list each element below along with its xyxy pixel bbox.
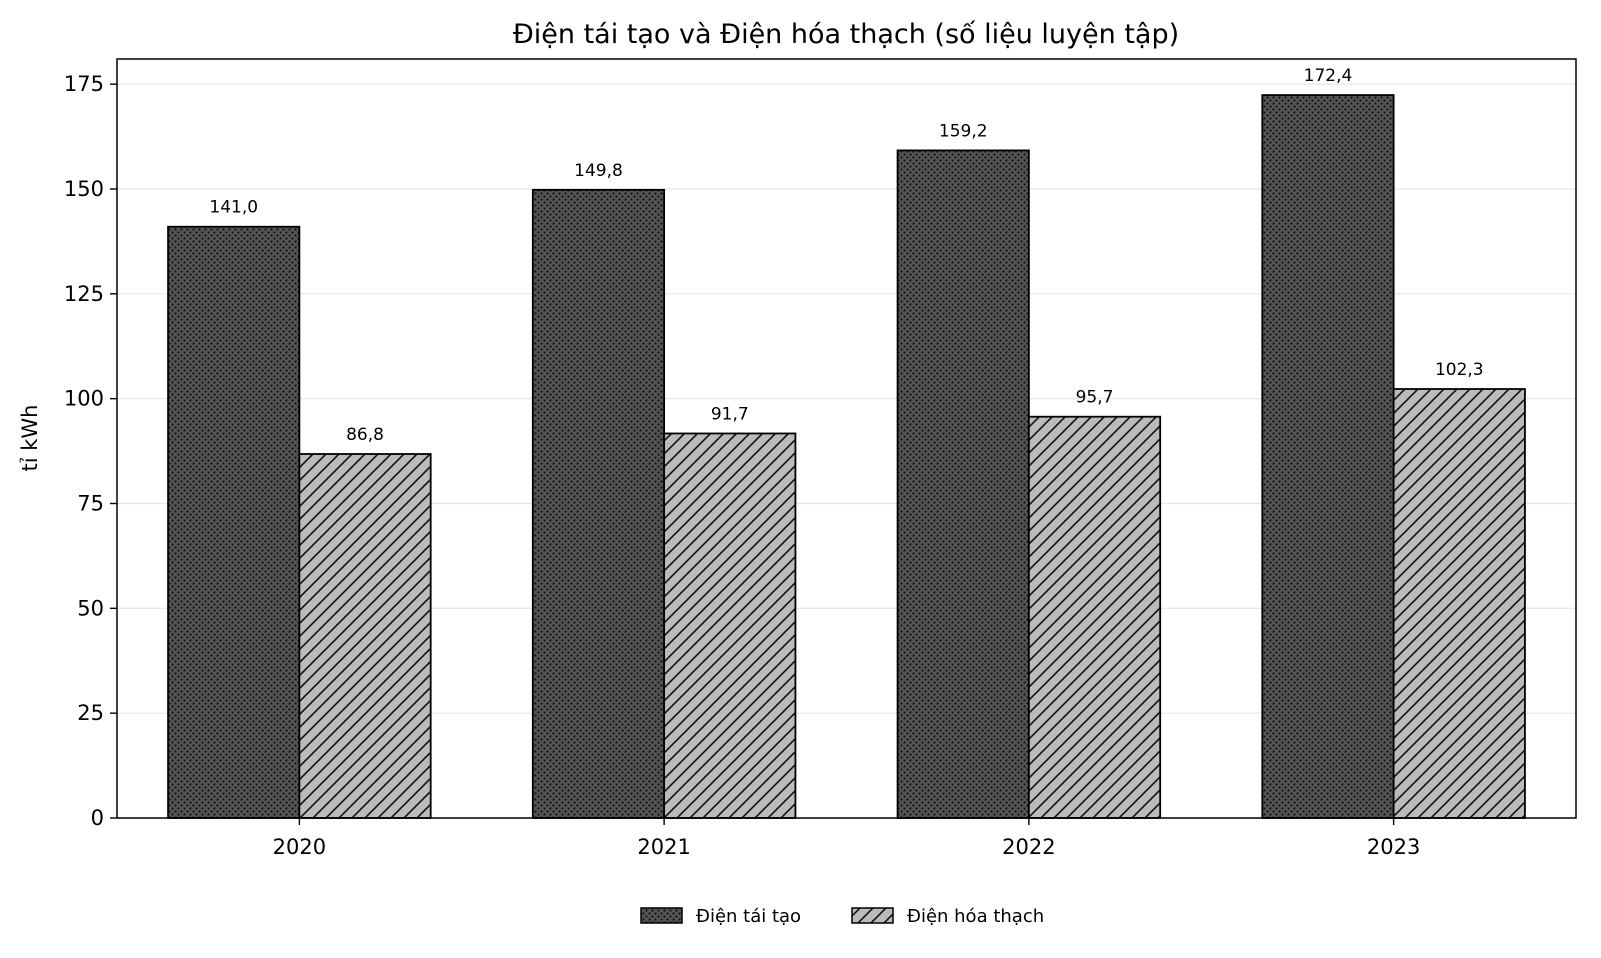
y-tick-label: 150 [64, 177, 104, 201]
bars [167, 94, 1526, 819]
chart-title: Điện tái tạo và Điện hóa thạch (số liệu … [513, 19, 1179, 50]
y-tick-label: 50 [77, 596, 104, 620]
data-label: 86,8 [346, 425, 384, 445]
legend-swatch [851, 907, 894, 924]
x-axis: 2020 2021 2022 2023 [273, 818, 1420, 859]
bar-renewable-2020 [167, 225, 301, 819]
x-tick-label: 2023 [1367, 835, 1420, 859]
bar-fossil-2022 [1027, 415, 1162, 819]
x-tick-label: 2022 [1002, 835, 1055, 859]
legend-label: Điện tái tạo [696, 906, 801, 927]
data-label: 95,7 [1076, 388, 1114, 408]
y-axis: 0 25 50 75 100 125 150 175 [64, 72, 117, 830]
y-tick-label: 0 [91, 806, 104, 830]
bar-renewable-2022 [896, 149, 1030, 819]
bar-renewable-2021 [531, 188, 666, 819]
bar-fossil-2023 [1392, 388, 1526, 819]
y-axis-label: tỉ kWh [18, 405, 42, 472]
data-label: 149,8 [574, 161, 623, 181]
y-tick-label: 175 [64, 72, 104, 96]
bar-renewable-2023 [1261, 94, 1395, 819]
legend: Điện tái tạo Điện hóa thạch [640, 906, 1044, 927]
data-label: 91,7 [711, 404, 749, 424]
y-tick-label: 75 [77, 491, 104, 515]
data-labels: 141,0 86,8 149,8 91,7 159,2 95,7 172,4 102,3 [209, 66, 1483, 445]
y-tick-label: 125 [64, 282, 104, 306]
x-tick-label: 2021 [637, 835, 690, 859]
legend-swatch [640, 907, 683, 924]
y-tick-label: 25 [77, 701, 104, 725]
data-label: 159,2 [939, 121, 988, 141]
plot-frame [116, 58, 1577, 819]
x-tick-label: 2020 [273, 835, 326, 859]
data-label: 172,4 [1304, 66, 1353, 86]
bar-fossil-2020 [298, 453, 432, 819]
y-tick-label: 100 [64, 387, 104, 411]
data-label: 102,3 [1435, 360, 1484, 380]
bar-fossil-2021 [663, 432, 797, 819]
legend-label: Điện hóa thạch [907, 906, 1044, 927]
data-label: 141,0 [209, 198, 258, 218]
